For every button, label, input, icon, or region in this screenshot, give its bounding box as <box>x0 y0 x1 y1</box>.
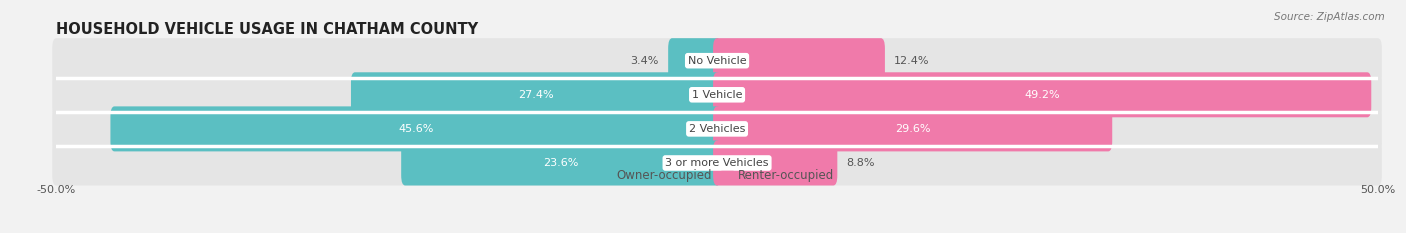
FancyBboxPatch shape <box>668 38 721 83</box>
Text: 8.8%: 8.8% <box>846 158 875 168</box>
Text: HOUSEHOLD VEHICLE USAGE IN CHATHAM COUNTY: HOUSEHOLD VEHICLE USAGE IN CHATHAM COUNT… <box>56 22 478 37</box>
FancyBboxPatch shape <box>52 38 1382 83</box>
FancyBboxPatch shape <box>111 106 721 151</box>
Legend: Owner-occupied, Renter-occupied: Owner-occupied, Renter-occupied <box>595 164 839 187</box>
FancyBboxPatch shape <box>713 140 838 185</box>
FancyBboxPatch shape <box>52 140 1382 185</box>
FancyBboxPatch shape <box>713 72 1371 117</box>
Text: 29.6%: 29.6% <box>894 124 931 134</box>
Text: 3 or more Vehicles: 3 or more Vehicles <box>665 158 769 168</box>
FancyBboxPatch shape <box>713 38 884 83</box>
Text: 45.6%: 45.6% <box>398 124 433 134</box>
Text: 1 Vehicle: 1 Vehicle <box>692 90 742 100</box>
FancyBboxPatch shape <box>352 72 721 117</box>
FancyBboxPatch shape <box>52 106 1382 151</box>
Text: Source: ZipAtlas.com: Source: ZipAtlas.com <box>1274 12 1385 22</box>
FancyBboxPatch shape <box>52 72 1382 117</box>
Text: 2 Vehicles: 2 Vehicles <box>689 124 745 134</box>
Text: 12.4%: 12.4% <box>894 56 929 66</box>
Text: 23.6%: 23.6% <box>543 158 579 168</box>
FancyBboxPatch shape <box>713 106 1112 151</box>
Text: No Vehicle: No Vehicle <box>688 56 747 66</box>
Text: 3.4%: 3.4% <box>630 56 659 66</box>
Text: 49.2%: 49.2% <box>1025 90 1060 100</box>
Text: 27.4%: 27.4% <box>519 90 554 100</box>
FancyBboxPatch shape <box>401 140 721 185</box>
